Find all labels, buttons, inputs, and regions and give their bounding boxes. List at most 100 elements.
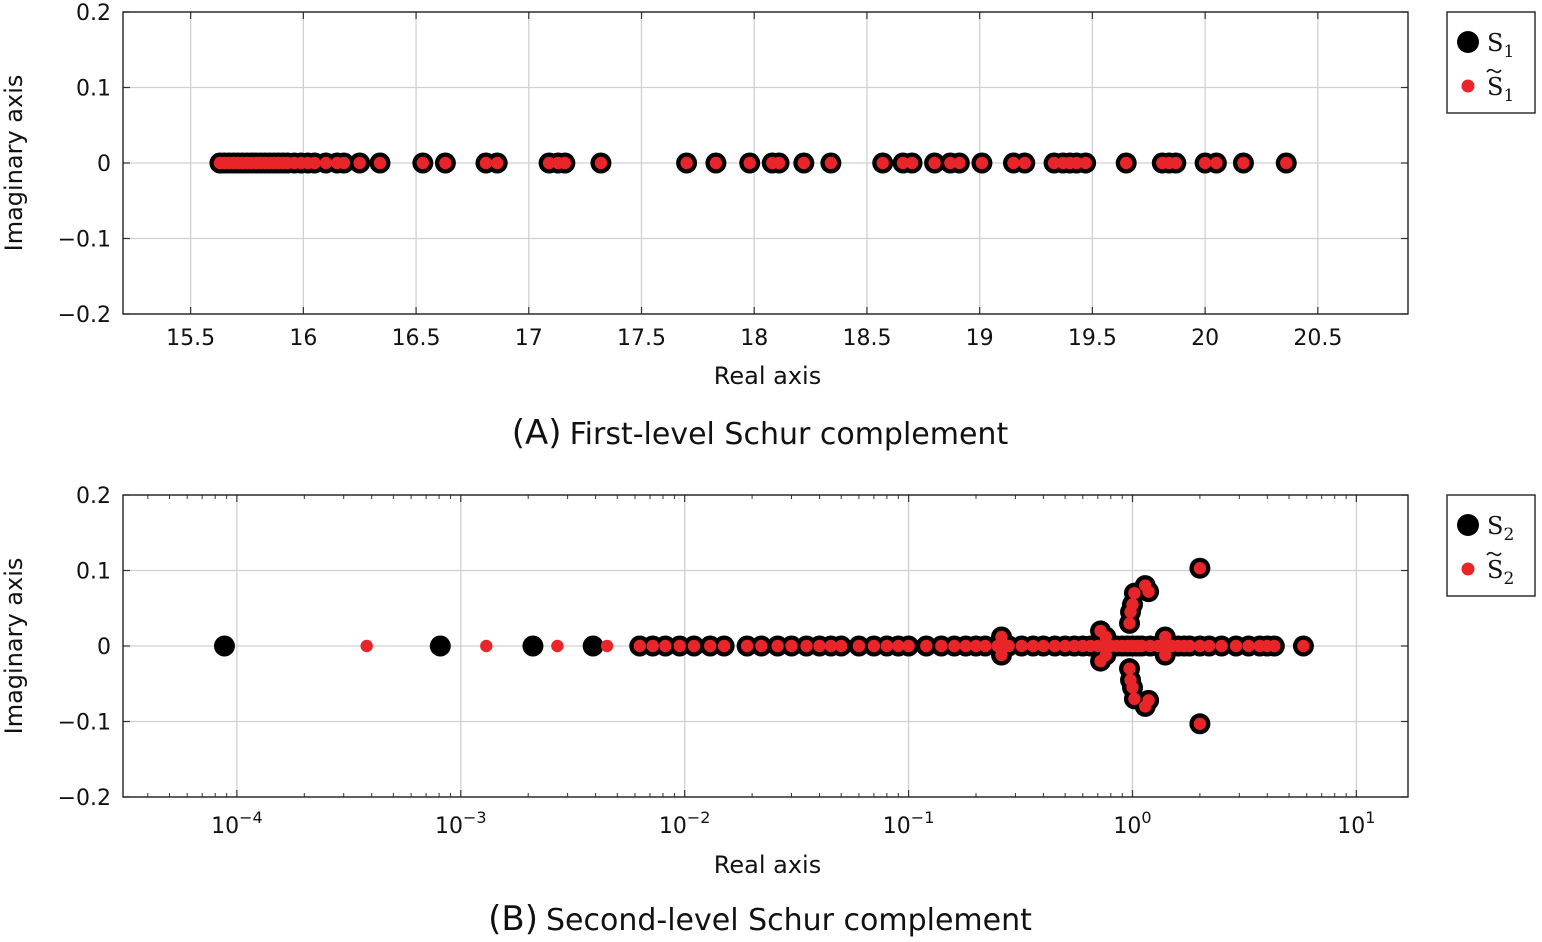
legend-entry: S2 [1457,512,1514,545]
data-point-approx [824,639,838,653]
x-tick-label: 10−3 [435,808,487,839]
x-tick-base: 10 [211,814,239,839]
data-point-approx [1210,156,1223,170]
data-point-approx [360,639,373,653]
data-point-approx [755,639,768,653]
data-point-approx [337,156,351,170]
data-point-approx [1183,639,1196,653]
panel-caption: (B) Second-level Schur complement [488,899,1032,939]
chart-panel-b: 0.20.10−0.1−0.210−4 10−3 10−2 10−1 100 101Rea… [0,484,1536,939]
panel-letter: (B) [488,899,538,939]
data-point-approx [1193,639,1207,653]
x-tick-exponent: 1 [1365,808,1375,827]
data-point-approx [975,156,989,170]
data-point-approx [646,639,659,653]
data-point-approx [785,639,798,653]
data-point-approx [876,156,889,170]
x-tick-label: 16.5 [392,326,441,351]
x-tick-label: 10−1 [883,808,935,839]
data-point-approx [896,156,910,170]
y-tick-label: 0 [97,635,111,660]
x-tick-label: 18.5 [842,326,891,351]
data-point-approx [824,156,838,170]
data-point-approx [1128,692,1141,706]
data-point-approx [1002,639,1015,653]
y-axis-label: Imaginary axis [0,558,28,735]
data-point-approx [948,639,961,653]
x-tick-label: 18 [740,326,768,351]
data-point-approx [1297,639,1310,653]
data-point-approx [308,156,321,170]
data-point-approx [439,156,452,170]
x-tick-exponent: −3 [463,808,487,827]
data-point-approx [479,156,493,170]
data-point-approx [480,639,493,653]
panel-caption: (A) First-level Schur complement [512,413,1009,453]
legend-marker-approx [1461,79,1475,93]
x-tick-exponent: 0 [1141,808,1151,827]
caption-line: (A) First-level Schur complement [512,413,1009,453]
data-point-approx [892,639,905,653]
y-tick-label: −0.2 [58,303,111,328]
data-point-approx [1142,694,1155,707]
x-tick-base: 10 [1113,814,1141,839]
x-axis-label: Real axis [714,362,821,390]
data-point-approx [1058,639,1072,653]
data-point-approx [1120,156,1133,170]
tilde-accent [1486,551,1502,557]
y-tick-label: 0.2 [76,1,111,26]
data-point-approx [558,156,572,170]
data-point-approx [880,639,894,653]
y-axis-label: Imaginary axis [0,75,28,252]
panel-caption-text: Second-level Schur complement [546,903,1032,938]
data-point-approx [944,156,957,170]
data-point-approx [953,156,966,170]
data-point-approx [1193,717,1207,730]
data-point-approx [1202,639,1216,653]
data-point-approx [920,639,933,653]
x-tick-label: 10−4 [211,808,263,839]
data-point-approx [1079,156,1092,170]
data-point-exact [582,635,604,657]
data-point-approx [594,156,608,170]
x-tick-label: 17.5 [617,326,666,351]
data-point-approx [491,156,504,170]
data-point-approx [1159,630,1172,644]
data-point-approx [1015,639,1028,653]
legend-subscript: 2 [1503,525,1514,545]
y-tick-label: −0.1 [58,711,111,736]
legend-subscript: 1 [1503,42,1514,62]
x-tick-label: 19.5 [1068,326,1117,351]
plot-frame [122,494,1409,798]
data-point-approx [1198,156,1212,170]
legend-symbol: S [1487,73,1503,101]
x-tick-label: 16 [289,326,317,351]
data-point-approx [416,156,430,170]
data-point-approx [935,639,948,653]
data-point-approx [353,156,366,170]
y-tick-label: 0.1 [76,77,111,102]
series-approx [360,562,1310,730]
data-point-approx [1099,648,1113,662]
data-point-approx [659,639,672,653]
chart-panel-a: 0.2 0.1 0 −0.1 −0.2 15.5 16 16.5 17 17.5 18 18.5 19 1… [0,1,1536,453]
x-tick-exponent: −4 [239,808,263,827]
data-point-approx [852,639,866,653]
data-point-approx [1070,156,1083,170]
data-point-approx [1193,562,1207,575]
x-tick-label: 17 [515,326,543,351]
data-point-approx [1047,156,1061,170]
data-point-exact [213,635,235,657]
panel-caption-text: First-level Schur complement [570,417,1009,452]
y-tick-label: −0.2 [58,786,111,811]
caption-line: (B) Second-level Schur complement [488,899,1032,939]
legend-marker-exact [1457,514,1479,536]
data-point-approx [928,156,941,170]
data-point-approx [772,156,786,170]
data-point-approx [1237,156,1250,170]
x-tick-base: 10 [1337,814,1365,839]
panel-letter: (A) [512,413,562,453]
data-point-approx [969,639,983,653]
x-tick-label: 100 [1113,808,1151,839]
